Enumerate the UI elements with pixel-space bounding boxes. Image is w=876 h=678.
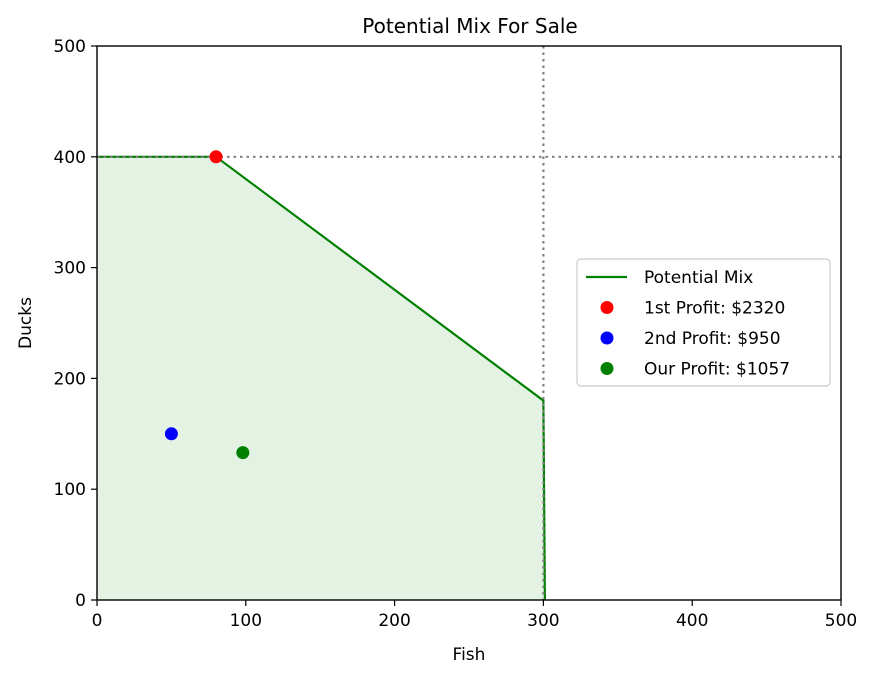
legend-swatch-point-2: [600, 362, 614, 375]
x-tick-label-5: 500: [825, 611, 857, 631]
y-tick-label-1: 100: [54, 480, 86, 500]
x-tick-label-2: 200: [378, 611, 410, 631]
data-point-1: [164, 427, 178, 441]
feasible-region-fill: [97, 156, 545, 601]
legend-label-point-2: Our Profit: $1057: [644, 360, 790, 380]
y-tick-label-3: 300: [54, 259, 86, 279]
legend-label-point-1: 2nd Profit: $950: [644, 329, 781, 349]
axes-frame: [96, 45, 842, 601]
y-tick-label-2: 200: [54, 369, 86, 389]
legend: Potential Mix 1st Profit: $2320 2nd Profit…: [576, 258, 831, 387]
legend-swatch-point-0: [600, 301, 614, 314]
x-tick-label-4: 400: [676, 611, 708, 631]
y-tick-label-4: 400: [54, 148, 86, 168]
y-tick-label-0: 0: [75, 591, 86, 611]
legend-swatch-point-1: [600, 331, 614, 345]
y-axis-label: Ducks: [16, 297, 36, 349]
x-tick-label-0: 0: [92, 611, 103, 631]
x-tick-label-3: 300: [527, 611, 559, 631]
data-point-0: [209, 150, 223, 164]
y-tick-label-5: 500: [54, 37, 86, 57]
x-tick-label-1: 100: [230, 611, 262, 631]
legend-label-point-0: 1st Profit: $2320: [644, 299, 785, 319]
chart-title: Potential Mix For Sale: [362, 14, 577, 38]
legend-label-frontier: Potential Mix: [644, 268, 753, 288]
data-point-2: [236, 446, 250, 460]
legend-box: [576, 258, 831, 387]
x-axis-label: Fish: [453, 645, 486, 665]
